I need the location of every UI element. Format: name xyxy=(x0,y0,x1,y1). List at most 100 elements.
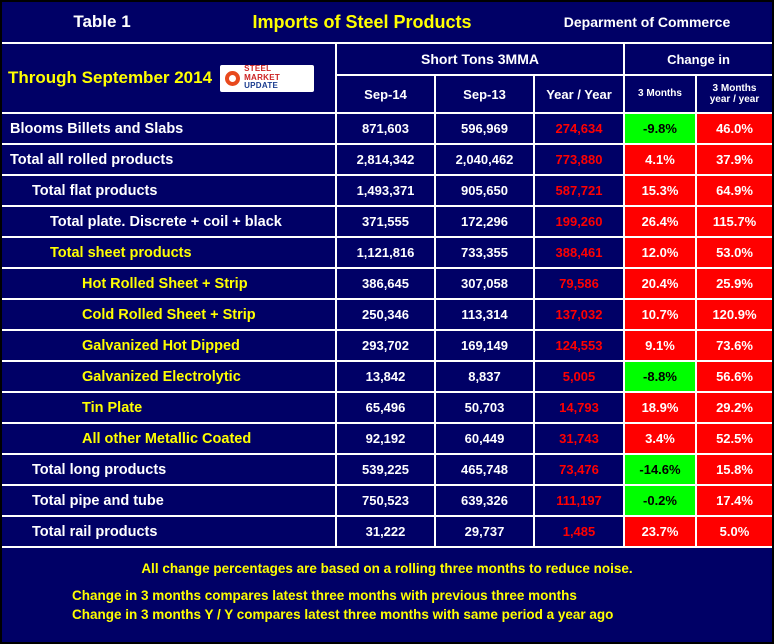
sep13-value: 465,748 xyxy=(436,455,533,484)
year-year-value: 14,793 xyxy=(535,393,623,422)
sep14-value: 539,225 xyxy=(337,455,434,484)
sep13-value: 733,355 xyxy=(436,238,533,267)
year-year-value: 773,880 xyxy=(535,145,623,174)
row-label: All other Metallic Coated xyxy=(2,424,335,453)
sep14-value: 2,814,342 xyxy=(337,145,434,174)
row-label: Total flat products xyxy=(2,176,335,205)
change-3-months-value: 26.4% xyxy=(625,207,695,236)
change-3-months-yoy-value: 25.9% xyxy=(697,269,772,298)
row-label: Galvanized Electrolytic xyxy=(2,362,335,391)
change-3-months-yoy-value: 37.9% xyxy=(697,145,772,174)
year-year-value: 587,721 xyxy=(535,176,623,205)
row-label: Cold Rolled Sheet + Strip xyxy=(2,300,335,329)
column-header-year-year: Year / Year xyxy=(535,76,623,112)
change-3-months-yoy-value: 17.4% xyxy=(697,486,772,515)
column-header-3-months-yoy: 3 Months year / year xyxy=(697,76,772,112)
change-3-months-value: 18.9% xyxy=(625,393,695,422)
column-group-short-tons: Short Tons 3MMA xyxy=(337,44,623,74)
row-label: Total all rolled products xyxy=(2,145,335,174)
change-3-months-value: 10.7% xyxy=(625,300,695,329)
change-3-months-yoy-value: 56.6% xyxy=(697,362,772,391)
footnote-2: Change in 3 months compares latest three… xyxy=(72,588,577,603)
sep14-value: 1,121,816 xyxy=(337,238,434,267)
row-label: Tin Plate xyxy=(2,393,335,422)
department-label: Deparment of Commerce xyxy=(563,14,731,30)
column-header-sep13: Sep-13 xyxy=(436,76,533,112)
sep14-value: 386,645 xyxy=(337,269,434,298)
sep13-value: 2,040,462 xyxy=(436,145,533,174)
row-label: Blooms Billets and Slabs xyxy=(2,114,335,143)
change-3-months-yoy-value: 29.2% xyxy=(697,393,772,422)
smu-logo-line2: UPDATE xyxy=(244,81,279,91)
year-year-value: 111,197 xyxy=(535,486,623,515)
change-3-months-yoy-value: 53.0% xyxy=(697,238,772,267)
sep14-value: 371,555 xyxy=(337,207,434,236)
table-number: Table 1 xyxy=(73,12,131,31)
column-group-change: Change in xyxy=(625,44,772,74)
title-bar: Table 1 Imports of Steel Products Deparm… xyxy=(2,2,772,42)
data-table: Through September 2014 STEEL MARKET UPDA… xyxy=(2,42,772,548)
year-year-value: 5,005 xyxy=(535,362,623,391)
change-3-months-yoy-value: 120.9% xyxy=(697,300,772,329)
row-label: Total rail products xyxy=(2,517,335,546)
row-label: Hot Rolled Sheet + Strip xyxy=(2,269,335,298)
year-year-value: 274,634 xyxy=(535,114,623,143)
period-label: Through September 2014 xyxy=(8,68,213,87)
sep13-value: 60,449 xyxy=(436,424,533,453)
sep13-value: 639,326 xyxy=(436,486,533,515)
sep14-value: 293,702 xyxy=(337,331,434,360)
year-year-value: 137,032 xyxy=(535,300,623,329)
sep14-value: 65,496 xyxy=(337,393,434,422)
change-3-months-value: -8.8% xyxy=(625,362,695,391)
sep14-value: 871,603 xyxy=(337,114,434,143)
row-label: Total long products xyxy=(2,455,335,484)
footnote-3: Change in 3 months Y / Y compares latest… xyxy=(72,607,614,622)
year-year-value: 31,743 xyxy=(535,424,623,453)
change-3-months-value: 12.0% xyxy=(625,238,695,267)
sep13-value: 50,703 xyxy=(436,393,533,422)
year-year-value: 124,553 xyxy=(535,331,623,360)
period-cell: Through September 2014 STEEL MARKET UPDA… xyxy=(2,44,335,112)
year-year-value: 79,586 xyxy=(535,269,623,298)
sep13-value: 8,837 xyxy=(436,362,533,391)
column-header-sep14: Sep-14 xyxy=(337,76,434,112)
year-year-value: 73,476 xyxy=(535,455,623,484)
change-3-months-yoy-value: 115.7% xyxy=(697,207,772,236)
change-3-months-yoy-value: 52.5% xyxy=(697,424,772,453)
sep13-value: 596,969 xyxy=(436,114,533,143)
year-year-value: 199,260 xyxy=(535,207,623,236)
sep14-value: 250,346 xyxy=(337,300,434,329)
row-label: Total sheet products xyxy=(2,238,335,267)
year-year-value: 388,461 xyxy=(535,238,623,267)
change-3-months-value: 9.1% xyxy=(625,331,695,360)
smu-logo-text: STEEL MARKET UPDATE xyxy=(244,63,309,91)
sep14-value: 1,493,371 xyxy=(337,176,434,205)
page-title: Imports of Steel Products xyxy=(252,11,472,32)
change-3-months-value: -14.6% xyxy=(625,455,695,484)
row-label: Total plate. Discrete + coil + black xyxy=(2,207,335,236)
change-3-months-value: -9.8% xyxy=(625,114,695,143)
change-3-months-yoy-value: 64.9% xyxy=(697,176,772,205)
sep13-value: 905,650 xyxy=(436,176,533,205)
sep14-value: 750,523 xyxy=(337,486,434,515)
change-3-months-value: 20.4% xyxy=(625,269,695,298)
row-label: Total pipe and tube xyxy=(2,486,335,515)
footnotes: All change percentages are based on a ro… xyxy=(2,548,772,642)
sep13-value: 113,314 xyxy=(436,300,533,329)
change-3-months-yoy-value: 15.8% xyxy=(697,455,772,484)
smu-logo-line1: STEEL MARKET xyxy=(244,63,281,82)
sep13-value: 307,058 xyxy=(436,269,533,298)
change-3-months-value: 15.3% xyxy=(625,176,695,205)
sep14-value: 92,192 xyxy=(337,424,434,453)
change-3-months-value: -0.2% xyxy=(625,486,695,515)
change-3-months-value: 4.1% xyxy=(625,145,695,174)
year-year-value: 1,485 xyxy=(535,517,623,546)
sep13-value: 169,149 xyxy=(436,331,533,360)
change-3-months-yoy-value: 5.0% xyxy=(697,517,772,546)
change-3-months-yoy-value: 46.0% xyxy=(697,114,772,143)
footnote-1: All change percentages are based on a ro… xyxy=(141,561,633,576)
row-label: Galvanized Hot Dipped xyxy=(2,331,335,360)
sep13-value: 29,737 xyxy=(436,517,533,546)
sep14-value: 13,842 xyxy=(337,362,434,391)
